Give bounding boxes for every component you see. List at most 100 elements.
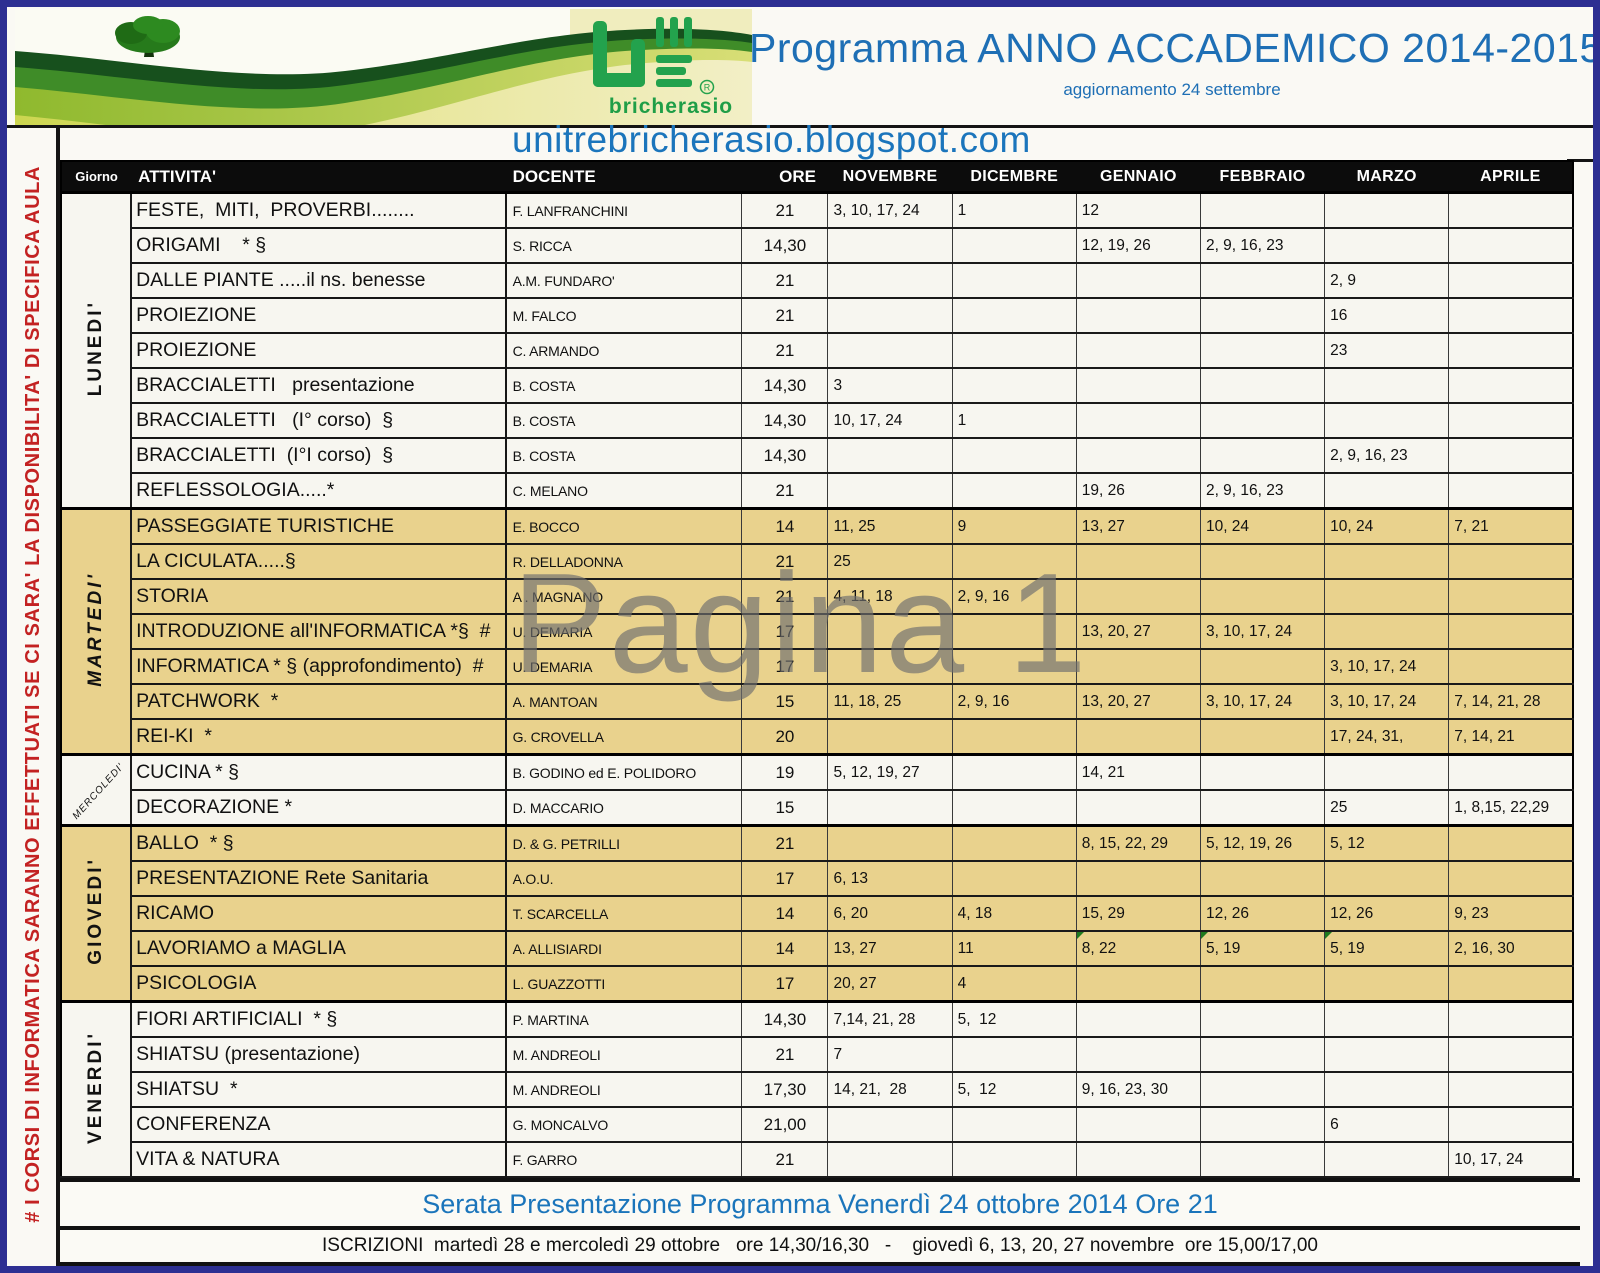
activity-cell: REI-KI * [130, 718, 507, 756]
column-header: Giorno [61, 161, 132, 193]
ore-cell: 14 [741, 507, 829, 545]
docente-cell: A . MAGNANO [505, 578, 743, 615]
activity-cell: PATCHWORK * [130, 683, 507, 720]
month-cell: 12, 26 [1324, 895, 1450, 932]
month-cell: 17, 24, 31, [1324, 718, 1450, 756]
month-cell: 8, 15, 22, 29 [1075, 824, 1201, 862]
month-cell: 9, 16, 23, 30 [1075, 1071, 1201, 1108]
month-cell [827, 472, 953, 510]
table-row: LAVORIAMO a MAGLIA A. ALLISIARDI 14 13, 27 1… [61, 930, 1574, 967]
month-cell: 4, 18 [951, 895, 1077, 932]
month-cell [1324, 753, 1450, 791]
month-cell [1199, 718, 1326, 756]
month-cell [951, 227, 1077, 264]
table-row: SHIATSU * M. ANDREOLI 17,30 14, 21, 28 5, 12… [61, 1071, 1574, 1108]
table-row: INTRODUZIONE all'INFORMATICA *§ # U. DEMA… [61, 613, 1574, 650]
month-cell [1448, 648, 1574, 685]
month-cell: 2, 9, 16, 23 [1199, 472, 1326, 510]
month-cell [1199, 648, 1326, 685]
table-row: LUNEDI' FESTE, MITI, PROVERBI........ F. L… [60, 191, 1574, 510]
day-cell-mercoledi: MERCOLEDI' [60, 753, 133, 827]
month-cell [1199, 543, 1326, 580]
month-cell [1075, 262, 1201, 299]
month-cell: 13, 27 [827, 930, 953, 967]
month-cell: 13, 20, 27 [1075, 683, 1201, 720]
month-cell [1075, 297, 1201, 334]
side-note: # I CORSI DI INFORMATICA SARANNO EFFETTU… [21, 166, 44, 1223]
activity-cell: PROIEZIONE [130, 332, 507, 369]
month-cell [1075, 1106, 1201, 1143]
docente-cell: P. MARTINA [505, 1000, 743, 1038]
table-row: PATCHWORK * A. MANTOAN 15 11, 18, 25 2, 9, 1… [61, 683, 1574, 720]
docente-cell: S. RICCA [505, 227, 743, 264]
table-row: CONFERENZA G. MONCALVO 21,00 6 [61, 1106, 1574, 1143]
month-cell: 8, 22 [1075, 930, 1201, 967]
month-cell: 5, 12, 19, 27 [827, 753, 953, 791]
month-cell: 19, 26 [1075, 472, 1201, 510]
table-row: VITA & NATURA F. GARRO 21 10, 17, 24 [61, 1141, 1574, 1178]
month-cell [1199, 965, 1326, 1003]
table-header-row: Giorno ATTIVITA' DOCENTE ORE NOVEMBRE DICEMBR… [61, 161, 1573, 193]
ore-cell: 14,30 [741, 437, 829, 474]
ore-cell: 21 [741, 332, 829, 369]
day-cell-giovedi: GIOVEDI' [60, 824, 133, 1003]
month-cell: 14, 21 [1075, 753, 1201, 791]
ore-cell: 14,30 [741, 367, 829, 404]
month-cell: 2, 16, 30 [1448, 930, 1574, 967]
month-cell: 6 [1324, 1106, 1450, 1143]
month-cell [1199, 191, 1326, 229]
docente-cell: M. ANDREOLI [505, 1071, 743, 1108]
month-cell [951, 472, 1077, 510]
activity-cell: PRESENTAZIONE Rete Sanitaria [130, 860, 507, 897]
month-cell: 13, 27 [1075, 507, 1201, 545]
table-row: INFORMATICA * § (approfondimento) # U. DE… [61, 648, 1574, 685]
month-cell [1199, 332, 1326, 369]
month-cell [1448, 1071, 1574, 1108]
ore-cell: 21 [741, 578, 829, 615]
month-cell [1324, 613, 1450, 650]
month-cell [951, 1141, 1077, 1178]
month-cell [1324, 860, 1450, 897]
month-cell: 12, 19, 26 [1075, 227, 1201, 264]
month-cell [1075, 965, 1201, 1003]
month-cell [1448, 965, 1574, 1003]
table-row: LA CICULATA.....§ R. DELLADONNA 21 25 [61, 543, 1574, 580]
ue-logo: R bricherasio [593, 17, 732, 118]
month-cell: 10, 24 [1199, 507, 1326, 545]
table-row: SHIATSU (presentazione) M. ANDREOLI 21 7 [61, 1036, 1574, 1073]
table-row: DALLE PIANTE .....il ns. benesse A.M. FUN… [61, 262, 1574, 299]
table-row: BRACCIALETTI (I° corso) § B. COSTA 14,30 10… [61, 402, 1574, 439]
ore-cell: 17 [741, 613, 829, 650]
divider-line-right [1567, 159, 1593, 162]
month-cell: 25 [827, 543, 953, 580]
month-cell [1448, 1106, 1574, 1143]
month-cell [951, 824, 1077, 862]
ore-cell: 21 [741, 1141, 829, 1178]
month-cell [1075, 402, 1201, 439]
month-cell [827, 227, 953, 264]
docente-cell: E. BOCCO [505, 507, 743, 545]
month-cell: 5, 12 [951, 1000, 1077, 1038]
month-cell [1448, 824, 1574, 862]
month-cell [1075, 437, 1201, 474]
table-row: GIOVEDI' BALLO * § D. & G. PETRILLI 21 8, 15… [60, 824, 1574, 1003]
month-cell: 12, 26 [1199, 895, 1326, 932]
month-cell: 10, 24 [1324, 507, 1450, 545]
month-cell [1448, 367, 1574, 404]
docente-cell: F. GARRO [505, 1141, 743, 1178]
month-cell [1324, 227, 1450, 264]
day-cell-martedi: MARTEDI' [60, 507, 133, 756]
ore-cell: 14 [741, 930, 829, 967]
table-row: STORIA A . MAGNANO 21 4, 11, 18 2, 9, 16 [61, 578, 1574, 615]
ore-cell: 21 [741, 191, 829, 229]
month-cell [951, 332, 1077, 369]
column-header: GENNAIO [1076, 161, 1201, 193]
month-cell [1075, 1141, 1201, 1178]
update-note: aggiornamento 24 settembre [1063, 80, 1281, 99]
docente-cell: T. SCARCELLA [505, 895, 743, 932]
docente-cell: C. MELANO [505, 472, 743, 510]
ore-cell: 21 [741, 543, 829, 580]
blog-row: unitrebricherasio.blogspot.com [60, 119, 1580, 160]
blog-link[interactable]: unitrebricherasio.blogspot.com [512, 119, 1031, 160]
